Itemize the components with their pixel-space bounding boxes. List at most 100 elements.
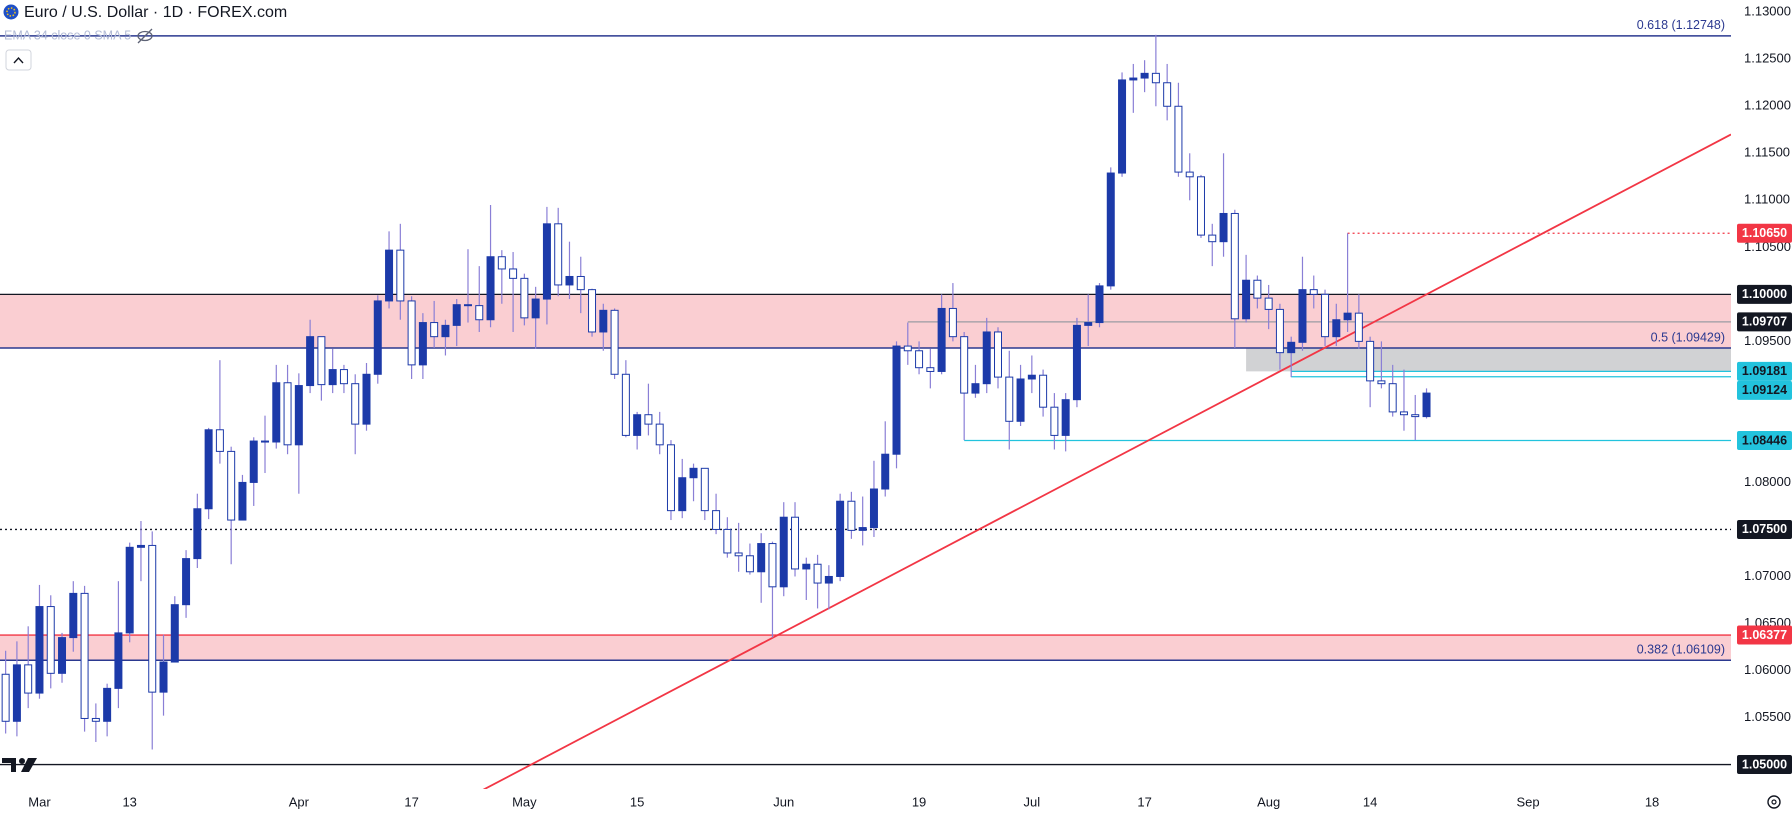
x-tick-label: 14 [1363, 794, 1377, 809]
x-tick-label: 17 [404, 794, 418, 809]
candle-body [1174, 105, 1183, 173]
x-tick-label: Jul [1024, 794, 1041, 809]
candle-body [554, 223, 563, 286]
y-tick-label: 1.12500 [1744, 51, 1791, 66]
price-badge [1737, 361, 1792, 381]
logo-part [2, 758, 16, 772]
candle-body [1196, 176, 1205, 236]
candle-body [272, 382, 281, 443]
price-badge-label: 1.09124 [1742, 383, 1787, 397]
price-badge [1737, 519, 1792, 539]
collapse-button-box [5, 49, 32, 71]
trendline [482, 133, 1731, 789]
candle-body [103, 687, 112, 722]
candle-body [531, 298, 540, 319]
candle-body [1219, 212, 1228, 243]
candle-body [791, 516, 800, 570]
candle-body [836, 500, 845, 577]
candle-body [926, 367, 935, 372]
candle-body [283, 382, 292, 446]
candle-body [385, 249, 394, 302]
candle-body [1230, 212, 1239, 320]
candle-body [948, 307, 957, 338]
candle-body [869, 488, 878, 529]
candle-body [1309, 289, 1318, 295]
x-tick-label: 17 [1137, 794, 1151, 809]
chart-title: Euro / U.S. Dollar · 1D · FOREX.com [24, 4, 287, 21]
candle-body [1377, 380, 1386, 385]
candle-body [475, 305, 484, 321]
fib-label: 0.382 (1.06109) [1637, 643, 1725, 657]
price-badge [1737, 284, 1792, 304]
candle-body [170, 604, 179, 663]
fib-label: 0.5 (1.09429) [1651, 330, 1725, 344]
brand-logo [2, 758, 37, 772]
candle-body [463, 304, 472, 307]
eye-slash [137, 28, 153, 44]
x-tick-label: 13 [122, 794, 136, 809]
candle-body [91, 717, 100, 722]
candle-body [610, 309, 619, 375]
candle-body [317, 336, 326, 386]
x-tick-label: 18 [1645, 794, 1659, 809]
candle-body [892, 345, 901, 455]
candle-body [261, 440, 270, 443]
candle-body [1275, 308, 1284, 354]
candle-body [779, 516, 788, 588]
price-badge-label: 1.10650 [1742, 226, 1787, 240]
candle-body [1264, 297, 1273, 310]
candle-body [1399, 411, 1408, 416]
candle-body [700, 467, 709, 512]
candle-body [69, 592, 78, 639]
price-badge-label: 1.09707 [1742, 315, 1787, 329]
candle-body [215, 429, 224, 452]
price-badge-label: 1.10000 [1742, 287, 1787, 301]
settings-button[interactable] [1767, 795, 1781, 809]
y-tick-label: 1.06000 [1744, 662, 1791, 677]
logo-part [19, 758, 25, 764]
candle-body [193, 508, 202, 560]
x-tick-label: Jun [773, 794, 794, 809]
candle-body [666, 444, 675, 512]
y-tick-label: 1.11000 [1744, 192, 1790, 207]
candle-body [1332, 319, 1341, 338]
candle-body [1016, 378, 1025, 422]
candle-body [1, 673, 10, 722]
candle-body [1061, 399, 1070, 436]
price-badge-label: 1.07500 [1742, 522, 1787, 536]
candle-body [1129, 77, 1138, 81]
candle-body [1151, 72, 1160, 84]
candle-body [971, 383, 980, 394]
candle-body [768, 543, 777, 588]
candle-body [734, 552, 743, 557]
settings-icon-center [1771, 799, 1777, 805]
candle-body [46, 606, 55, 674]
candle-body [881, 453, 890, 490]
candle-body [745, 555, 754, 573]
candle-body [509, 268, 518, 279]
candle-body [1321, 293, 1330, 338]
candle-body [418, 322, 427, 366]
candle-body [813, 563, 822, 584]
candle-body [1050, 406, 1059, 436]
candle-body [1084, 322, 1093, 326]
symbol-flag [3, 4, 19, 20]
candle-body [159, 661, 168, 693]
visibility-toggle[interactable] [137, 28, 153, 44]
candle-body [915, 350, 924, 369]
candle-body [328, 369, 337, 386]
candle-body [542, 223, 551, 300]
price-badge [1737, 380, 1792, 400]
y-tick-label: 1.11500 [1744, 145, 1790, 160]
candle-body [520, 277, 529, 319]
candle-body [58, 637, 67, 674]
candle-body [1242, 279, 1251, 320]
candle-body [599, 309, 608, 333]
collapse-arrow [13, 56, 24, 64]
candle-body [227, 450, 236, 521]
candle-body [12, 664, 21, 722]
collapse-button[interactable] [5, 49, 32, 71]
price-badge-label: 1.05000 [1742, 757, 1787, 771]
price-badge [1737, 755, 1792, 775]
